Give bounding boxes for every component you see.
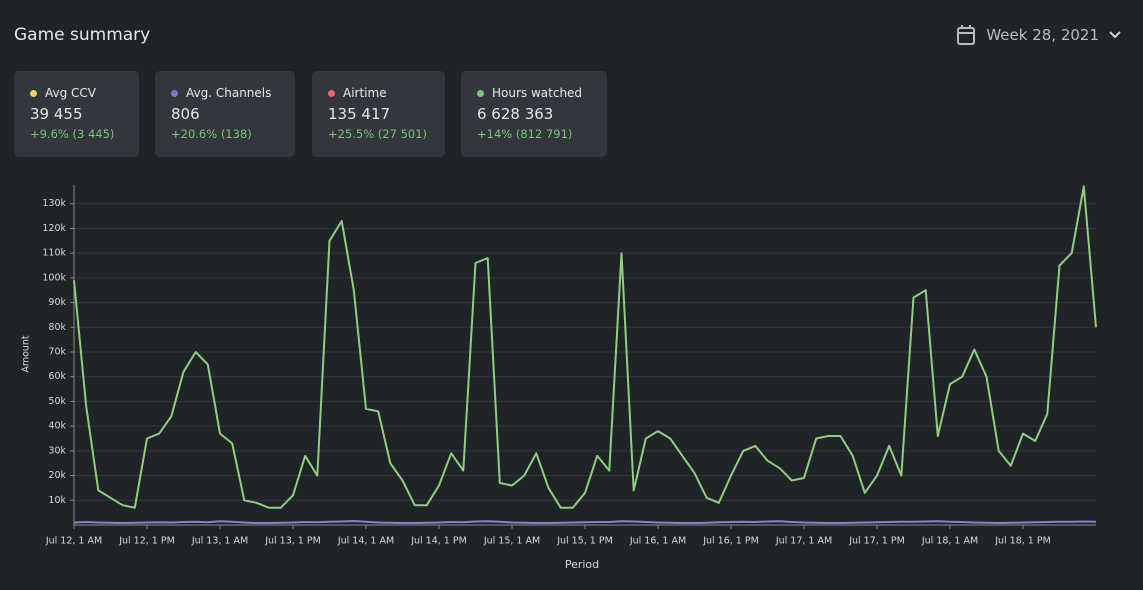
card-dot bbox=[30, 89, 37, 97]
series-line bbox=[73, 520, 1097, 524]
page-title: Game summary bbox=[14, 25, 151, 45]
chevron-icon bbox=[1109, 31, 1121, 39]
y-tick-label: 10k bbox=[48, 495, 66, 506]
y-tick-label: 60k bbox=[48, 371, 66, 382]
calendar-icon bbox=[957, 25, 976, 45]
x-tick-label: Jul 13, 1 AM bbox=[191, 536, 248, 547]
x-tick-label: Jul 14, 1 AM bbox=[337, 536, 394, 547]
x-axis-label: Period bbox=[565, 558, 599, 571]
y-tick-label: 100k bbox=[42, 272, 66, 283]
y-tick-label: 50k bbox=[48, 396, 66, 407]
y-tick-label: 120k bbox=[42, 223, 66, 234]
week-label: Week 28, 2021 bbox=[986, 26, 1099, 44]
series-line bbox=[73, 185, 1097, 509]
card-label: Avg CCV bbox=[45, 86, 97, 100]
card-change: +9.6% (3 445) bbox=[30, 127, 115, 141]
card-value: 39 455 bbox=[30, 105, 83, 123]
card-label-row: Avg. Channels bbox=[171, 86, 279, 100]
card-change: +25.5% (27 501) bbox=[328, 127, 428, 141]
y-tick-label: 30k bbox=[48, 445, 66, 456]
x-tick-label: Jul 12, 1 PM bbox=[118, 536, 175, 547]
x-tick-label: Jul 18, 1 PM bbox=[994, 536, 1051, 547]
y-tick-label: 40k bbox=[48, 421, 66, 432]
card-label-row: Avg CCV bbox=[30, 86, 123, 100]
card-label: Avg. Channels bbox=[186, 86, 272, 100]
card-dot bbox=[328, 89, 335, 97]
card-dot bbox=[477, 89, 484, 97]
y-tick-label: 130k bbox=[42, 198, 66, 209]
x-tick-label: Jul 17, 1 AM bbox=[775, 536, 832, 547]
y-tick-label: 20k bbox=[48, 470, 66, 481]
y-tick-label: 110k bbox=[42, 248, 66, 259]
card-value: 135 417 bbox=[328, 105, 391, 123]
x-tick-label: Jul 16, 1 PM bbox=[702, 536, 759, 547]
card-label: Airtime bbox=[343, 86, 387, 100]
x-tick-label: Jul 17, 1 PM bbox=[848, 536, 905, 547]
y-tick-label: 80k bbox=[48, 322, 66, 333]
x-tick-label: Jul 12, 1 AM bbox=[45, 536, 102, 547]
week-picker[interactable]: Week 28, 2021 bbox=[956, 24, 1121, 46]
card-change: +14% (812 791) bbox=[477, 127, 573, 141]
x-tick-label: Jul 16, 1 AM bbox=[629, 536, 686, 547]
x-tick-label: Jul 15, 1 PM bbox=[556, 536, 613, 547]
metric-card[interactable]: Airtime 135 417 +25.5% (27 501) bbox=[312, 71, 445, 157]
card-value: 806 bbox=[171, 105, 200, 123]
metric-card[interactable]: Avg. Channels 806 +20.6% (138) bbox=[155, 71, 295, 157]
y-tick-label: 90k bbox=[48, 297, 66, 308]
x-tick-label: Jul 14, 1 PM bbox=[410, 536, 467, 547]
card-value: 6 628 363 bbox=[477, 105, 554, 123]
y-axis-label: Amount bbox=[21, 335, 32, 373]
card-label-row: Airtime bbox=[328, 86, 429, 100]
metric-card[interactable]: Avg CCV 39 455 +9.6% (3 445) bbox=[14, 71, 139, 157]
card-label: Hours watched bbox=[492, 86, 583, 100]
card-label-row: Hours watched bbox=[477, 86, 591, 100]
card-dot bbox=[171, 89, 178, 97]
metric-card[interactable]: Hours watched 6 628 363 +14% (812 791) bbox=[461, 71, 607, 157]
x-tick-label: Jul 18, 1 AM bbox=[921, 536, 978, 547]
card-change: +20.6% (138) bbox=[171, 127, 252, 141]
x-tick-label: Jul 15, 1 AM bbox=[483, 536, 540, 547]
chart: Amount Period 10k 20k 30k 40k 50k 60k 70k 80k 90… bbox=[21, 185, 1097, 571]
y-tick-label: 70k bbox=[48, 347, 66, 358]
x-tick-label: Jul 13, 1 PM bbox=[264, 536, 321, 547]
